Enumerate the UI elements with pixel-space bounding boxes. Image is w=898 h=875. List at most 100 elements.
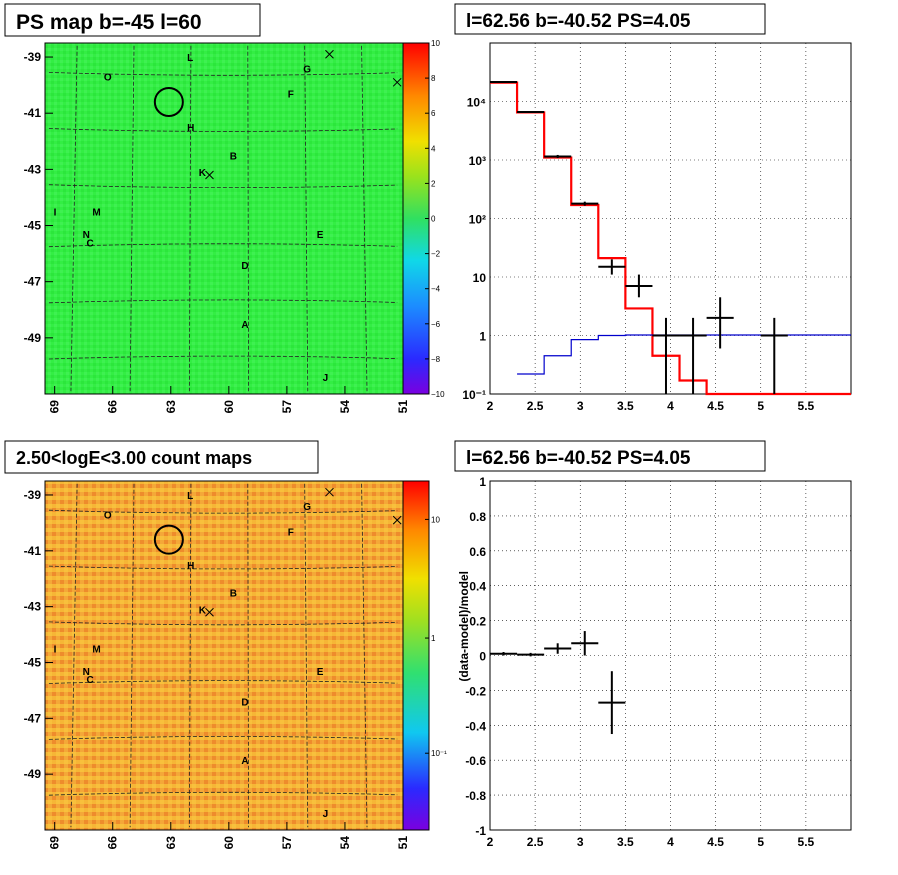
source-label: C: [87, 238, 94, 249]
y-tick-label: -45: [24, 655, 42, 669]
source-label: A: [241, 756, 248, 767]
source-label: A: [241, 320, 248, 331]
colorbar-label: 0: [431, 215, 436, 224]
y-tick-label: -39: [24, 488, 42, 502]
y-tick-label: 10²: [469, 213, 486, 227]
source-label: B: [230, 589, 237, 600]
ps-map-x-ticks: 69 66 63 60 57 54 51: [48, 386, 410, 413]
residual-title-box: [454, 440, 766, 472]
x-tick-label: 5: [757, 399, 764, 413]
y-tick-label: -47: [24, 275, 42, 289]
y-tick-label: -0.6: [465, 754, 486, 768]
parallel-line: [48, 355, 398, 360]
ps-map-sources: L O G F H B K I M NC E D A J: [54, 49, 402, 384]
parallel-line: [48, 680, 398, 684]
y-tick-label: -49: [24, 767, 42, 781]
cross-marker: [325, 487, 334, 497]
cross-marker: [392, 515, 402, 525]
x-tick-label: 69: [48, 836, 62, 850]
x-tick-label: 66: [106, 836, 120, 850]
y-tick-label: 0.8: [469, 510, 486, 524]
parallel-line: [48, 243, 398, 248]
meridian-line: [70, 45, 78, 392]
meridian-line: [129, 45, 135, 392]
source-label: F: [288, 527, 294, 538]
x-tick-label: 57: [280, 400, 294, 414]
cross-marker: [205, 170, 214, 180]
parallel-line: [48, 299, 398, 304]
count-map-sources: L O G F H B K I MNC E D A J: [54, 487, 402, 820]
x-tick-label: 57: [280, 836, 294, 850]
count-map-coordinate-grid: [48, 483, 398, 828]
ps-map-panel: PS map b=-45 l=60 -39-41-43-45-47-49 69 6…: [4, 3, 445, 413]
y-tick-label: 10³: [469, 154, 486, 168]
source-label: I: [54, 207, 57, 218]
source-label: N: [83, 667, 90, 678]
source-label: I: [54, 645, 57, 656]
y-axis-label: (data-model)/model: [457, 571, 471, 682]
model-source-step: [517, 334, 851, 375]
x-tick-label: 4.5: [707, 399, 724, 413]
y-tick-label: -0.2: [465, 684, 486, 698]
y-tick-label: 1: [479, 330, 486, 344]
x-tick-label: 60: [222, 400, 236, 414]
meridian-line: [361, 45, 368, 392]
count-map-x-ticks: 69 66 63 60 57 54 51: [48, 822, 410, 849]
target-circle: [153, 524, 184, 555]
x-tick-label: 2.5: [527, 399, 544, 413]
ps-map-y-ticks: -39 -41 -43 -45 -47 -49: [24, 50, 53, 345]
source-label: O: [104, 73, 112, 84]
source-label: D: [241, 698, 248, 709]
y-tick-label: -41: [24, 544, 42, 558]
source-label: O: [104, 511, 112, 522]
y-tick-label: 0.2: [469, 615, 486, 629]
meridian-line: [129, 483, 135, 828]
x-tick-label: 5.5: [798, 399, 815, 413]
colorbar-label: 10⁻¹: [431, 749, 447, 758]
x-tick-label: 66: [106, 400, 120, 414]
x-tick-label: 51: [396, 400, 410, 414]
cross-marker: [205, 607, 214, 617]
y-tick-label: 0: [479, 650, 486, 664]
y-tick-label: 1: [479, 475, 486, 489]
source-label: J: [323, 809, 329, 820]
source-label: E: [317, 230, 324, 241]
colorbar-label: −2: [431, 250, 441, 259]
count-map-title: 2.50<logE<3.00 count maps: [16, 448, 252, 468]
ps-map-image: [44, 42, 404, 395]
ps-map-title: PS map b=-45 l=60: [16, 11, 202, 34]
x-tick-label: 5: [757, 835, 764, 849]
meridian-line: [247, 45, 249, 392]
y-tick-label: -43: [24, 162, 42, 176]
colorbar-label: 8: [431, 74, 436, 83]
x-tick-label: 54: [338, 400, 352, 414]
x-tick-label: 3.5: [617, 399, 634, 413]
colorbar-label: 1: [431, 634, 436, 643]
x-tick-label: 3.5: [617, 835, 634, 849]
parallel-line: [48, 736, 398, 740]
meridian-line: [188, 483, 192, 828]
residual-plot: 2 2.5 3 3.5 4 4.5 5 5.5 -1 -0.8 -0.6 -0.4 -0.2 0 0.2 0.…: [457, 475, 851, 849]
colorbar-label: 4: [431, 144, 436, 153]
colorbar-label: −8: [431, 355, 441, 364]
ps-map-title-box: [4, 3, 261, 37]
cross-marker: [325, 49, 334, 59]
x-tick-label: 51: [396, 836, 410, 850]
count-map-colorbar-ticks: 10 1 10⁻¹: [425, 515, 447, 758]
parallel-line: [48, 621, 398, 626]
ps-map-coordinate-grid: [48, 45, 398, 392]
count-map-colorbar: [402, 480, 430, 831]
source-label: G: [303, 502, 311, 513]
source-label: C: [87, 675, 94, 686]
colorbar-label: −6: [431, 320, 441, 329]
count-map-title-box: [4, 440, 319, 474]
residual-title: l=62.56 b=-40.52 PS=4.05: [466, 448, 691, 469]
source-label: M: [92, 207, 100, 218]
source-label: L: [187, 53, 193, 64]
source-label: K: [199, 605, 207, 616]
y-tick-label: 10⁴: [467, 96, 486, 110]
y-tick-label: -1: [475, 824, 486, 838]
y-tick-label: -0.4: [465, 719, 486, 733]
source-label: N: [83, 230, 90, 241]
